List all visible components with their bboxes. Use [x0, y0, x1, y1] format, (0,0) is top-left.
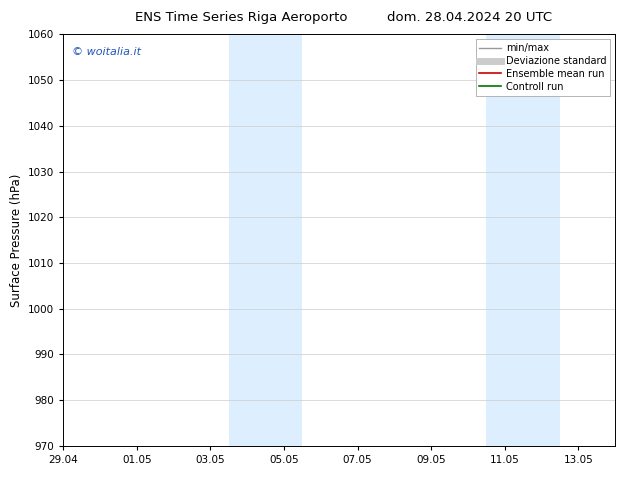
Text: © woitalia.it: © woitalia.it [72, 47, 141, 57]
Text: ENS Time Series Riga Aeroporto: ENS Time Series Riga Aeroporto [134, 11, 347, 24]
Text: dom. 28.04.2024 20 UTC: dom. 28.04.2024 20 UTC [387, 11, 552, 24]
Bar [229, 34, 266, 446]
Bar [486, 34, 523, 446]
Bar [523, 34, 560, 446]
Bar [266, 34, 302, 446]
Y-axis label: Surface Pressure (hPa): Surface Pressure (hPa) [10, 173, 23, 307]
Legend: min/max, Deviazione standard, Ensemble mean run, Controll run: min/max, Deviazione standard, Ensemble m… [476, 39, 610, 96]
